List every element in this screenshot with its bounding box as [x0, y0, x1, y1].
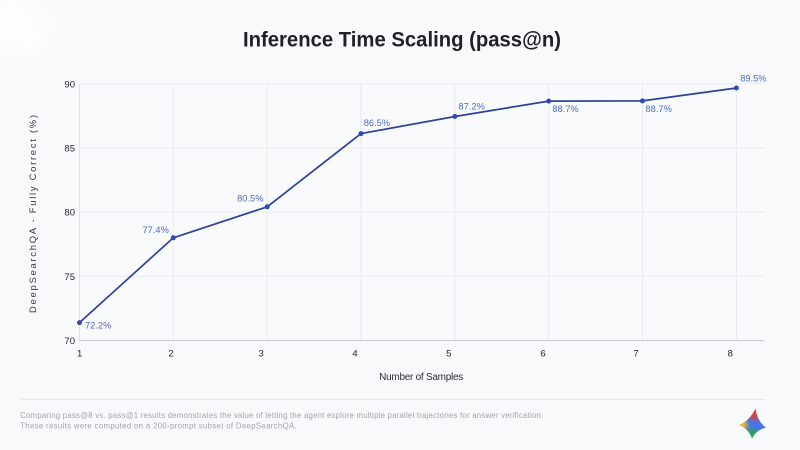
svg-text:These results were computed on: These results were computed on a 200-pro…	[20, 421, 297, 430]
svg-text:70: 70	[64, 336, 75, 347]
svg-text:6: 6	[540, 348, 545, 359]
svg-text:2: 2	[168, 348, 173, 359]
svg-text:Inference Time Scaling (pass@n: Inference Time Scaling (pass@n)	[243, 27, 561, 51]
svg-text:7: 7	[633, 348, 638, 359]
svg-text:72.2%: 72.2%	[85, 321, 111, 331]
svg-text:88.7%: 88.7%	[552, 104, 578, 114]
svg-text:89.5%: 89.5%	[740, 73, 766, 83]
svg-text:77.4%: 77.4%	[143, 225, 169, 235]
svg-text:Comparing pass@8 vs. pass@1 re: Comparing pass@8 vs. pass@1 results demo…	[20, 411, 543, 420]
svg-text:80.5%: 80.5%	[237, 194, 263, 204]
svg-text:5: 5	[446, 348, 451, 359]
svg-text:4: 4	[352, 348, 357, 359]
svg-text:75: 75	[64, 272, 75, 283]
svg-text:87.2%: 87.2%	[459, 102, 485, 112]
svg-text:88.7%: 88.7%	[646, 104, 672, 114]
svg-text:3: 3	[258, 348, 263, 359]
svg-text:1: 1	[77, 348, 82, 359]
svg-text:Number of Samples: Number of Samples	[379, 372, 463, 383]
svg-text:86.5%: 86.5%	[364, 118, 390, 128]
svg-text:8: 8	[728, 348, 733, 359]
svg-text:80: 80	[64, 208, 75, 219]
svg-text:90: 90	[64, 79, 75, 90]
svg-text:DeepSearchQA - Fully Correct (: DeepSearchQA - Fully Correct (%)	[28, 115, 39, 313]
svg-text:85: 85	[64, 144, 75, 155]
